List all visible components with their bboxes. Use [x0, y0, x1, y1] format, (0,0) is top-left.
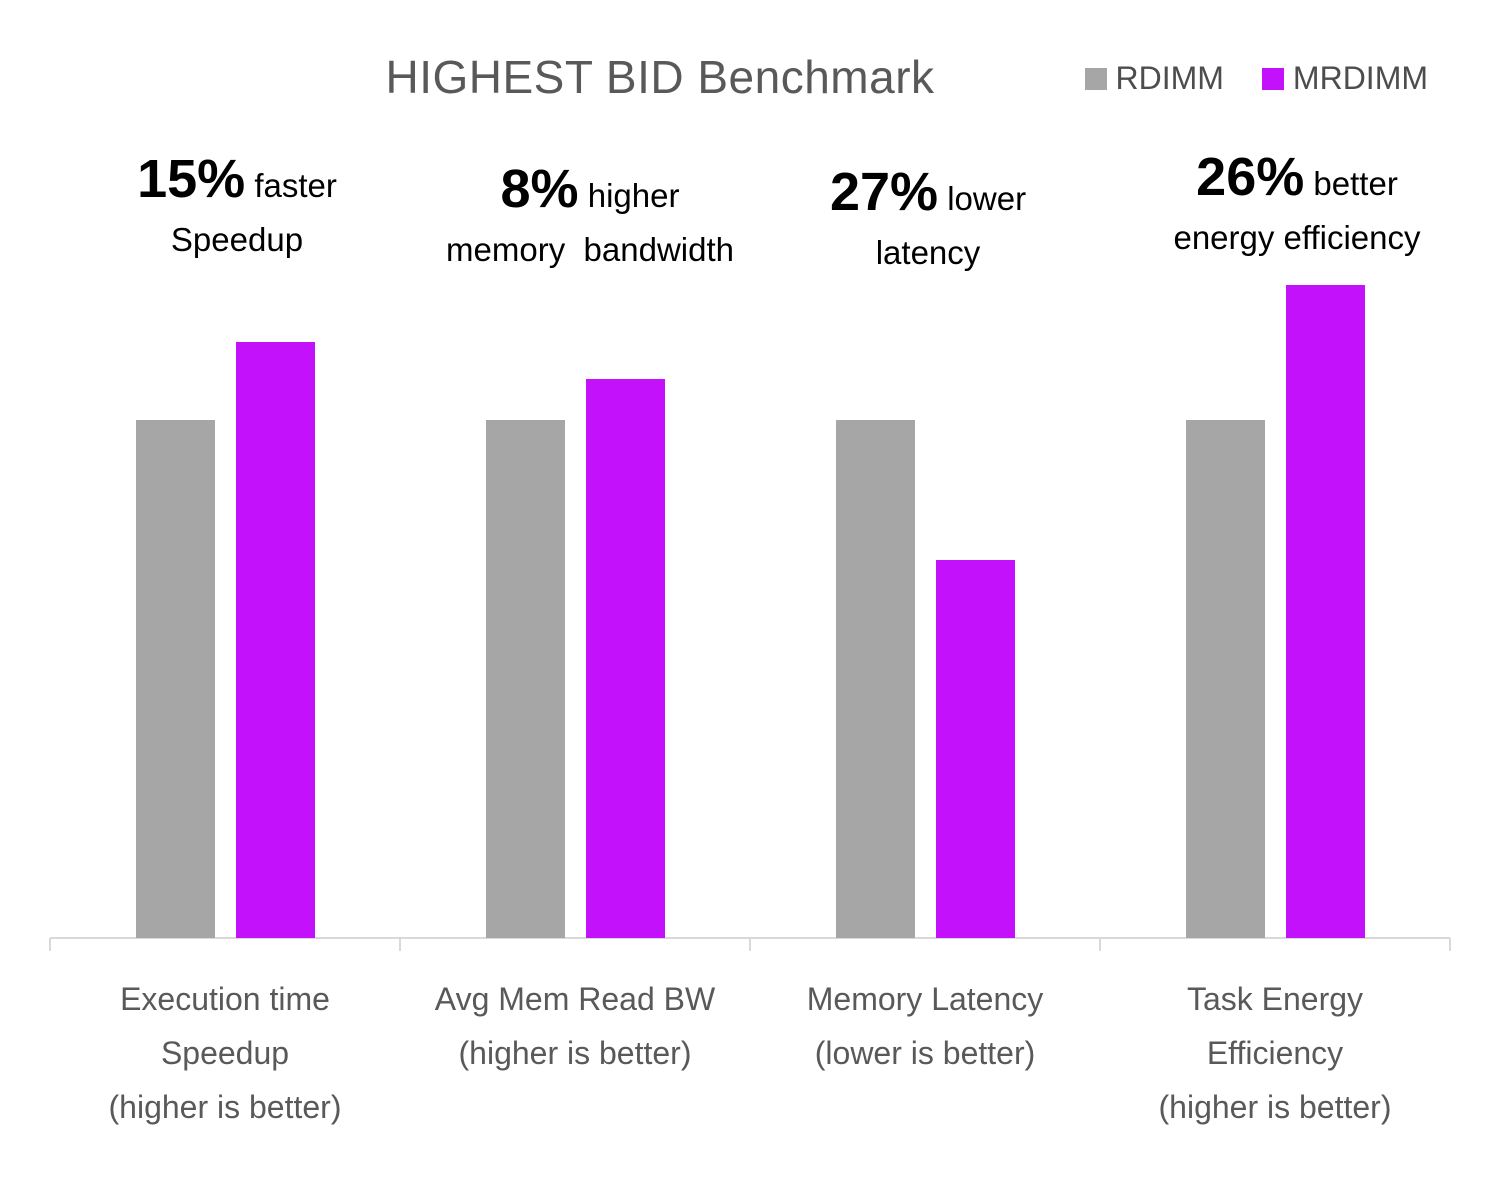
axis-label-line: Avg Mem Read BW [434, 981, 716, 1017]
callout-value: 8% [500, 159, 579, 219]
bar-mrdimm-4 [1285, 285, 1365, 938]
x-axis-tick [749, 938, 751, 951]
axis-label-line: Memory Latency [806, 981, 1044, 1017]
axis-label-line: (lower is better) [814, 1035, 1036, 1071]
bar-rdimm-1 [135, 420, 215, 938]
bar-mrdimm-2 [585, 379, 665, 938]
callout-qualifier: better [1304, 165, 1398, 202]
callout-qualifier: faster [245, 167, 337, 204]
axis-label-1: Execution time Speedup (higher is better) [50, 972, 400, 1134]
bar-mrdimm-1 [235, 342, 315, 938]
legend-label-rdimm: RDIMM [1115, 60, 1224, 96]
bar-rdimm-4 [1185, 420, 1265, 938]
axis-label-line: (higher is better) [458, 1035, 692, 1071]
legend: RDIMM MRDIMM [1084, 60, 1428, 97]
axis-label-line: (higher is better) [1158, 1089, 1392, 1125]
callout-qualifier: higher [578, 177, 680, 214]
callout-detail: latency [875, 234, 981, 272]
callout-headline: 26% better [1122, 146, 1472, 208]
callout-1: 15% faster Speedup [62, 148, 412, 260]
legend-item-mrdimm: MRDIMM [1261, 60, 1428, 97]
callout-value: 15% [137, 149, 246, 209]
bar-rdimm-2 [485, 420, 565, 938]
chart-title: HIGHEST BID Benchmark [385, 51, 935, 103]
callout-headline: 15% faster [62, 148, 412, 210]
x-axis-tick [49, 938, 51, 951]
callout-value: 27% [829, 162, 939, 222]
callout-3: 27% lower latency [753, 161, 1103, 273]
axis-label-line: (higher is better) [108, 1089, 342, 1125]
legend-label-mrdimm: MRDIMM [1292, 60, 1428, 96]
callout-detail: memory bandwidth [446, 231, 734, 269]
legend-swatch-mrdimm [1261, 67, 1284, 90]
callout-detail: Speedup [170, 221, 304, 259]
axis-label-3: Memory Latency (lower is better) [750, 972, 1100, 1080]
callout-value: 26% [1196, 147, 1305, 207]
axis-label-4: Task Energy Efficiency (higher is better) [1100, 972, 1450, 1134]
legend-swatch-rdimm [1084, 67, 1107, 90]
axis-label-2: Avg Mem Read BW (higher is better) [400, 972, 750, 1080]
callout-detail: energy efficiency [1173, 219, 1421, 257]
bar-mrdimm-3 [935, 560, 1015, 938]
callout-headline: 8% higher [415, 158, 765, 220]
axis-label-line: Efficiency [1206, 1035, 1344, 1071]
bar-rdimm-3 [835, 420, 915, 938]
callout-headline: 27% lower [753, 161, 1103, 223]
x-axis-tick [1449, 938, 1451, 951]
axis-label-line: Task Energy [1186, 981, 1364, 1017]
axis-label-line: Speedup [160, 1035, 290, 1071]
callout-4: 26% better energy efficiency [1122, 146, 1472, 258]
x-axis-tick [399, 938, 401, 951]
callout-2: 8% higher memory bandwidth [415, 158, 765, 270]
legend-item-rdimm: RDIMM [1084, 60, 1224, 97]
x-axis-tick [1099, 938, 1101, 951]
callout-qualifier: lower [938, 180, 1027, 217]
axis-label-line: Execution time [120, 981, 330, 1017]
